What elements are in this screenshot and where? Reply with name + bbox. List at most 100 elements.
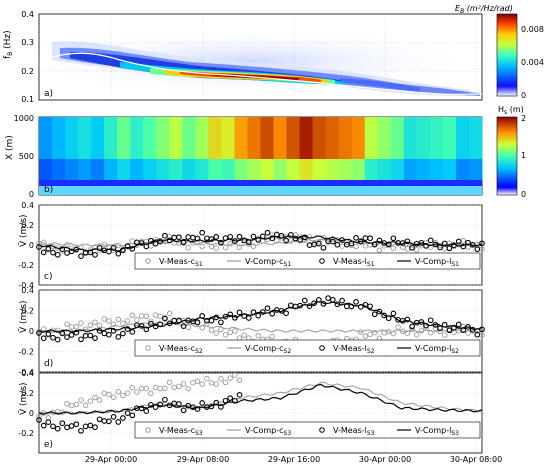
series-point-v-meas-l — [320, 244, 327, 251]
hs-cell-upper — [416, 117, 431, 159]
legend-box — [134, 252, 481, 270]
series-line-v-comp-l — [38, 383, 483, 415]
legend-label: V-Comp-cS2 — [245, 344, 291, 355]
series-point-v-meas-l — [236, 309, 243, 316]
legend-label: V-Meas-cS1 — [159, 257, 203, 268]
hs-cell-lower — [91, 159, 105, 180]
hs-cell-lower — [208, 159, 222, 180]
series-point-v-meas-l — [315, 240, 322, 247]
series-line-v-comp-c — [38, 321, 483, 333]
hs-cell-lower — [455, 159, 470, 180]
series-point-v-meas-l — [96, 416, 103, 423]
hs-cell-lower — [143, 159, 157, 180]
series-point-v-meas-c — [399, 328, 406, 335]
series-point-v-meas-c — [143, 313, 150, 320]
ytick: 0 — [29, 327, 34, 336]
series-point-v-meas-l — [162, 232, 168, 239]
ytick: -0.4 — [18, 281, 34, 290]
hs-cell-lower — [52, 159, 66, 180]
series-point-v-meas-c — [59, 248, 66, 254]
series-point-v-meas-l — [218, 319, 224, 326]
hs-cell-upper — [182, 117, 196, 159]
series-point-v-meas-c — [250, 243, 257, 249]
series-point-v-meas-c — [166, 379, 173, 386]
colorbar-a: EB (m²/Hz/rad) 0 0.004 0.008 — [455, 4, 544, 100]
ylabel-b: X (m) — [5, 135, 15, 160]
series-point-v-meas-l — [474, 331, 481, 338]
series-point-v-meas-c — [236, 377, 243, 384]
series-point-v-meas-l — [311, 300, 317, 307]
legend-label: V-Comp-lS3 — [415, 426, 459, 437]
series-point-v-meas-l — [427, 317, 434, 324]
series-point-v-meas-c — [120, 392, 126, 399]
series-point-v-meas-l — [36, 417, 42, 423]
series-point-v-meas-c — [367, 331, 373, 338]
panel-a: fB (Hz) 0.4 0.3 0.2 0.1 a) — [3, 10, 483, 104]
hs-cell-lower — [416, 159, 431, 180]
series-point-v-meas-l — [54, 425, 61, 432]
series-point-v-meas-l — [110, 414, 117, 420]
colorbar-a-tick-1: 0.004 — [521, 58, 544, 67]
hs-cell-upper — [338, 117, 353, 159]
series-point-v-meas-l — [255, 312, 262, 319]
ylabel-a: fB (Hz) — [3, 30, 14, 59]
hs-cell-upper — [195, 117, 209, 159]
series-point-v-meas-c — [134, 389, 140, 395]
series-point-v-meas-c — [222, 379, 229, 386]
hs-cell-lower — [312, 159, 327, 180]
ylabel: V̄ (m/s) — [17, 382, 29, 415]
legend-label: V-Meas-lS3 — [333, 426, 375, 437]
ytick: 0.2 — [21, 389, 34, 398]
hs-cell-upper — [442, 117, 457, 159]
series-point-v-meas-l — [283, 310, 289, 317]
hs-cell-upper — [234, 117, 248, 159]
series-point-v-meas-l — [353, 299, 359, 305]
colorbar-a-tick-2: 0.008 — [521, 25, 544, 34]
series-point-v-meas-c — [115, 388, 122, 395]
series-point-v-meas-c — [120, 320, 126, 327]
panel-label: e) — [44, 440, 53, 450]
legend-label: V-Meas-cS2 — [159, 344, 203, 355]
series-point-v-meas-l — [194, 319, 201, 326]
series-point-v-meas-l — [283, 237, 289, 244]
hs-nearshore-band — [39, 180, 482, 186]
series-point-v-meas-l — [115, 419, 122, 425]
hs-cell-lower — [234, 159, 248, 180]
hs-cell-upper — [468, 117, 483, 159]
hs-cell-upper — [91, 117, 105, 159]
colorbar-b-tick-1: 1 — [521, 151, 526, 160]
legend-swatch — [319, 345, 325, 351]
series-point-v-meas-l — [329, 238, 336, 245]
hs-cell-lower — [338, 159, 353, 180]
series-point-v-meas-c — [390, 245, 397, 251]
hs-cell-lower — [442, 159, 457, 180]
series-point-v-meas-l — [129, 412, 136, 419]
series-point-v-meas-c — [204, 375, 210, 382]
series-point-v-meas-l — [50, 249, 56, 256]
panel-d: -0.4 -0.2 0 0.2 0.4 V̄ (m/s) V-Meas-cS2 V-Comp-… — [17, 286, 485, 377]
series-point-v-meas-c — [129, 384, 136, 391]
line-panels: -0.4 -0.2 0 0.2 0.4 V̄ (m/s) V-Meas-cS1 V-Comp-… — [17, 201, 485, 454]
series-point-v-meas-l — [180, 407, 187, 414]
hs-cell-lower — [377, 159, 392, 180]
series-point-v-meas-l — [78, 427, 84, 434]
ytick: 0.2 — [21, 221, 34, 230]
series-line-v-comp-l — [38, 235, 483, 252]
series-point-v-meas-l — [297, 237, 303, 243]
series-point-v-meas-c — [64, 401, 70, 407]
ytick: 0.4 — [21, 286, 34, 295]
series-point-v-meas-c — [162, 385, 168, 392]
series-point-v-meas-c — [409, 326, 415, 333]
series-point-v-meas-l — [92, 335, 98, 341]
series-point-v-meas-l — [353, 235, 359, 241]
panel-e: -0.2 0 0.2 0.4 V̄ (m/s) V-Meas-cS3 V-Comp-cS3 V… — [17, 369, 483, 454]
hs-cell-lower — [39, 159, 53, 180]
series-point-v-meas-l — [176, 234, 182, 241]
hs-cell-upper — [78, 117, 92, 159]
legend-label: V-Comp-lS1 — [415, 257, 459, 268]
series-point-v-meas-l — [45, 419, 52, 425]
series-point-v-meas-c — [166, 310, 173, 317]
series-point-v-meas-l — [36, 330, 42, 336]
series-point-v-meas-l — [306, 303, 313, 309]
